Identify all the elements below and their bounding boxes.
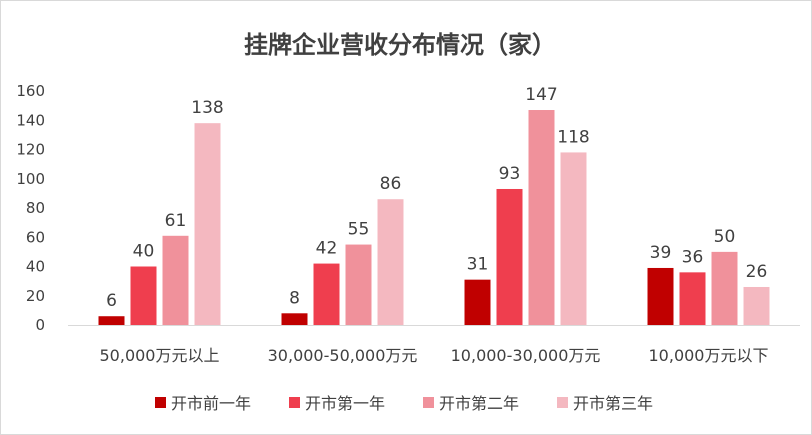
category-label: 10,000-30,000万元 <box>451 346 601 365</box>
y-tick-label: 80 <box>26 199 45 217</box>
data-label: 138 <box>191 98 223 118</box>
data-label: 50 <box>714 227 736 247</box>
data-label: 26 <box>746 262 768 282</box>
data-label: 86 <box>380 174 402 194</box>
bar <box>98 316 125 325</box>
y-tick-label: 120 <box>16 141 45 159</box>
bar-series: 6 40 61 138 8 42 55 86 31 93 147 118 39 36 50 26 <box>98 85 770 325</box>
legend-label: 开市第二年 <box>439 394 519 413</box>
data-label: 147 <box>525 85 557 105</box>
legend-label: 开市第一年 <box>305 394 385 413</box>
legend-label: 开市第三年 <box>573 394 653 413</box>
legend: 开市前一年 开市第一年 开市第二年 开市第三年 <box>155 394 653 413</box>
data-label: 61 <box>165 211 187 231</box>
data-label: 8 <box>289 288 300 308</box>
y-tick-label: 0 <box>35 316 45 334</box>
legend-swatch <box>423 397 434 408</box>
bar <box>345 244 372 325</box>
data-label: 40 <box>133 242 155 262</box>
x-axis: 50,000万元以上 30,000-50,000万元 10,000-30,000万元… <box>68 325 800 365</box>
y-tick-label: 20 <box>26 287 45 305</box>
bar <box>679 272 706 325</box>
y-tick-label: 160 <box>16 82 45 100</box>
y-axis: 0 20 40 60 80 100 120 140 160 <box>16 82 45 334</box>
legend-swatch <box>557 397 568 408</box>
y-tick-label: 100 <box>16 170 45 188</box>
bar <box>743 286 770 325</box>
bar <box>560 152 587 325</box>
data-label: 31 <box>467 255 489 275</box>
bar <box>281 313 308 325</box>
bar <box>130 266 157 325</box>
y-tick-label: 140 <box>16 111 45 129</box>
bar <box>313 263 340 325</box>
bar <box>711 251 738 325</box>
bar <box>496 188 523 325</box>
category-label: 30,000-50,000万元 <box>268 346 418 365</box>
data-label: 36 <box>682 247 704 267</box>
bar <box>647 267 674 325</box>
y-tick-label: 40 <box>26 258 45 276</box>
bar <box>528 110 555 325</box>
category-label: 50,000万元以上 <box>100 346 220 365</box>
legend-swatch <box>155 397 166 408</box>
data-label: 39 <box>650 243 672 263</box>
data-label: 55 <box>348 220 370 240</box>
bar <box>162 235 189 325</box>
bar <box>464 279 491 325</box>
chart-title: 挂牌企业营收分布情况（家） <box>244 31 556 59</box>
bar <box>194 123 221 325</box>
data-label: 93 <box>499 164 521 184</box>
legend-swatch <box>289 397 300 408</box>
bar <box>377 199 404 325</box>
data-label: 118 <box>557 127 589 147</box>
legend-label: 开市前一年 <box>171 394 251 413</box>
data-label: 6 <box>106 291 117 311</box>
y-tick-label: 60 <box>26 228 45 246</box>
category-label: 10,000万元以下 <box>649 346 769 365</box>
data-label: 42 <box>316 239 338 259</box>
